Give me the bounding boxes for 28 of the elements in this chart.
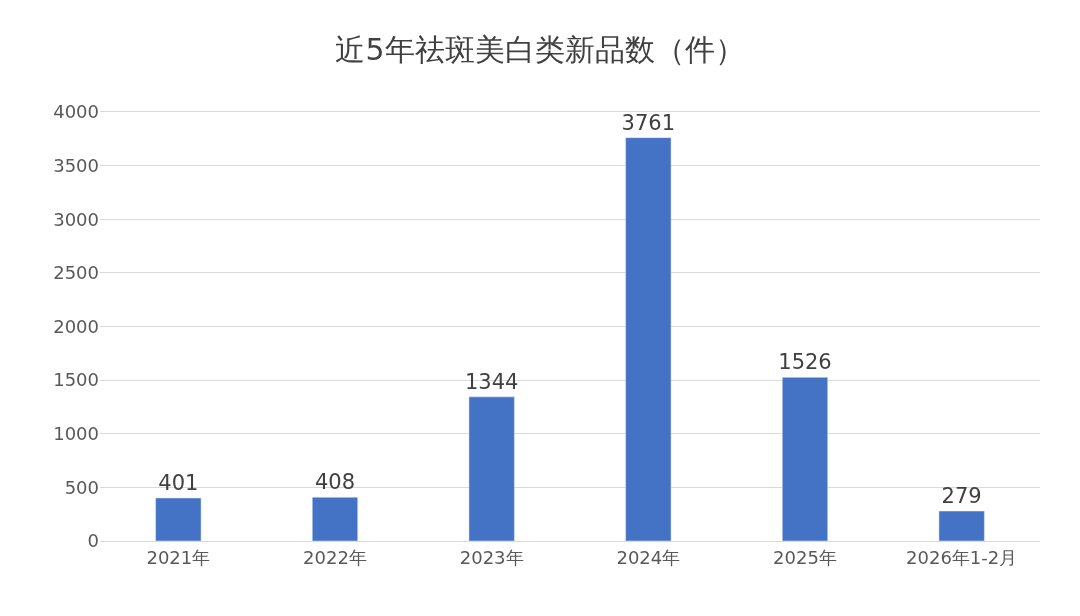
x-tick-label: 2026年1-2月 (906, 546, 1018, 568)
y-tick-label: 2500 (53, 262, 99, 284)
y-tick-label: 1000 (53, 423, 99, 445)
bar (155, 497, 202, 541)
y-tick-label: 3000 (53, 208, 99, 230)
data-label: 279 (941, 484, 982, 509)
bar (782, 377, 828, 541)
y-tick-label: 3500 (53, 154, 99, 176)
data-label: 401 (158, 470, 199, 495)
x-tick-label: 2022年 (303, 546, 367, 568)
y-tick-label: 0 (87, 530, 99, 552)
data-label: 1344 (464, 369, 519, 394)
y-tick-label: 1500 (53, 369, 99, 391)
x-tick-label: 2023年 (459, 546, 524, 568)
data-label: 408 (314, 470, 356, 495)
y-tick-label: 500 (64, 476, 99, 498)
x-tick-label: 2021年 (146, 546, 211, 568)
y-tick-label: 4000 (53, 101, 99, 123)
x-tick-label: 2024年 (616, 546, 681, 568)
bar (312, 496, 358, 541)
chart-title: 近5年祛斑美白类新品数（件） (335, 31, 745, 67)
y-tick-label: 2000 (53, 315, 99, 337)
bar (938, 510, 985, 541)
bar (468, 396, 515, 541)
bar (625, 137, 672, 541)
data-label: 1526 (778, 350, 832, 375)
data-label: 3761 (621, 110, 676, 135)
x-tick-label: 2025年 (773, 546, 837, 568)
